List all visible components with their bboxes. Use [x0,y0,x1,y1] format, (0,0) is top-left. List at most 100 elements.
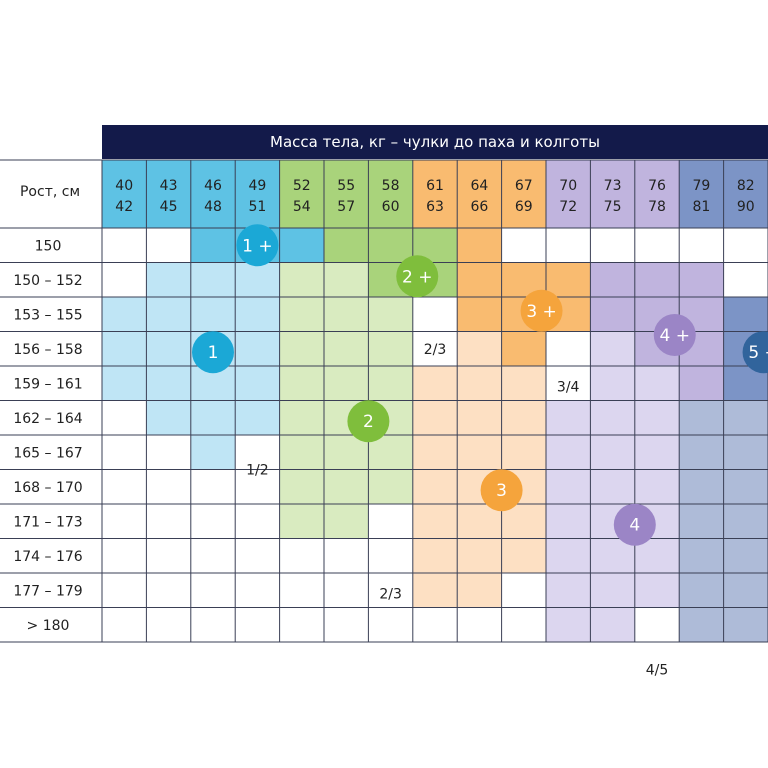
weight-col-header [679,160,724,228]
weight-range-start: 76 [648,178,666,194]
weight-range-start: 64 [470,178,488,194]
size-cell [368,366,413,401]
size-cell [190,573,236,608]
size-cell [457,400,502,435]
size-cell [146,262,191,297]
weight-col-header [368,160,413,228]
between-size-label: 2/3 [424,342,447,358]
size-cell [102,400,147,435]
size-cell [235,469,280,504]
size-cell [235,331,280,366]
size-cell [146,366,191,401]
height-row-label: 174 – 176 [13,549,82,565]
size-marker-label: 3 [496,481,507,501]
size-cell [235,573,280,608]
height-row-label: 156 – 158 [13,342,82,358]
size-cell [723,538,768,573]
weight-range-start: 55 [337,178,355,194]
weight-col-header [723,160,768,228]
weight-range-end: 63 [426,199,444,215]
size-cell [102,469,147,504]
size-cell [546,538,591,573]
size-cell [723,228,768,263]
size-cell [457,228,502,263]
size-cell [324,262,369,297]
size-cell [590,573,635,608]
size-cell [102,228,147,263]
size-cell [590,400,635,435]
size-marker-label: 3 + [526,302,556,322]
weight-range-end: 69 [515,199,533,215]
size-cell [102,504,147,539]
weight-range-end: 90 [737,199,755,215]
size-cell [723,262,768,297]
size-cell [235,297,280,332]
size-cell [501,228,546,263]
size-cell [457,297,502,332]
weight-range-end: 75 [604,199,622,215]
size-cell [235,435,280,470]
size-cell [590,607,635,642]
size-cell [279,435,324,470]
size-cell [723,573,768,608]
size-cell [679,435,724,470]
size-cell [679,366,724,401]
size-cell [235,400,280,435]
size-cell [412,607,458,642]
size-cell [190,607,236,642]
size-marker-circle [347,400,390,443]
size-cell [368,331,413,366]
weight-range-end: 66 [470,199,488,215]
size-marker-circle [192,331,234,374]
size-cell [190,469,236,504]
height-row-label: 153 – 155 [13,307,82,323]
size-marker-circle [236,224,279,267]
size-cell [146,538,191,573]
size-cell [235,607,280,642]
size-cell [457,366,502,401]
size-cell [190,538,236,573]
size-cell [279,504,324,539]
weight-col-header [457,160,502,228]
size-marker-circle [742,331,768,374]
weight-col-header [546,160,591,228]
size-cell [235,262,280,297]
size-cell [102,262,147,297]
size-cell [324,331,369,366]
size-cell [546,262,591,297]
weight-range-end: 78 [648,199,666,215]
size-cell [102,435,147,470]
size-cell [190,297,236,332]
size-cell [546,331,591,366]
size-cell [146,297,191,332]
size-cell [501,538,546,573]
size-cell [634,262,680,297]
weight-range-end: 45 [160,199,178,215]
size-cell [190,435,236,470]
size-cell [368,469,413,504]
size-cell [679,228,724,263]
size-cell [412,538,458,573]
size-cell [235,538,280,573]
row-header: Рост, см [20,184,80,200]
weight-range-end: 60 [382,199,400,215]
size-cell [146,469,191,504]
weight-range-end: 81 [692,199,710,215]
size-cell [235,366,280,401]
size-cell [457,262,502,297]
size-cell [190,504,236,539]
size-cell [324,538,369,573]
size-cell [590,262,635,297]
size-cell [102,366,147,401]
size-cell [723,504,768,539]
size-cell [279,331,324,366]
size-cell [102,297,147,332]
weight-range-end: 42 [115,199,133,215]
size-cell [412,435,458,470]
height-row-label: 168 – 170 [13,480,82,496]
size-cell [457,331,502,366]
size-cell [412,469,458,504]
size-cell [546,469,591,504]
size-cell [412,297,458,332]
size-cell [324,469,369,504]
